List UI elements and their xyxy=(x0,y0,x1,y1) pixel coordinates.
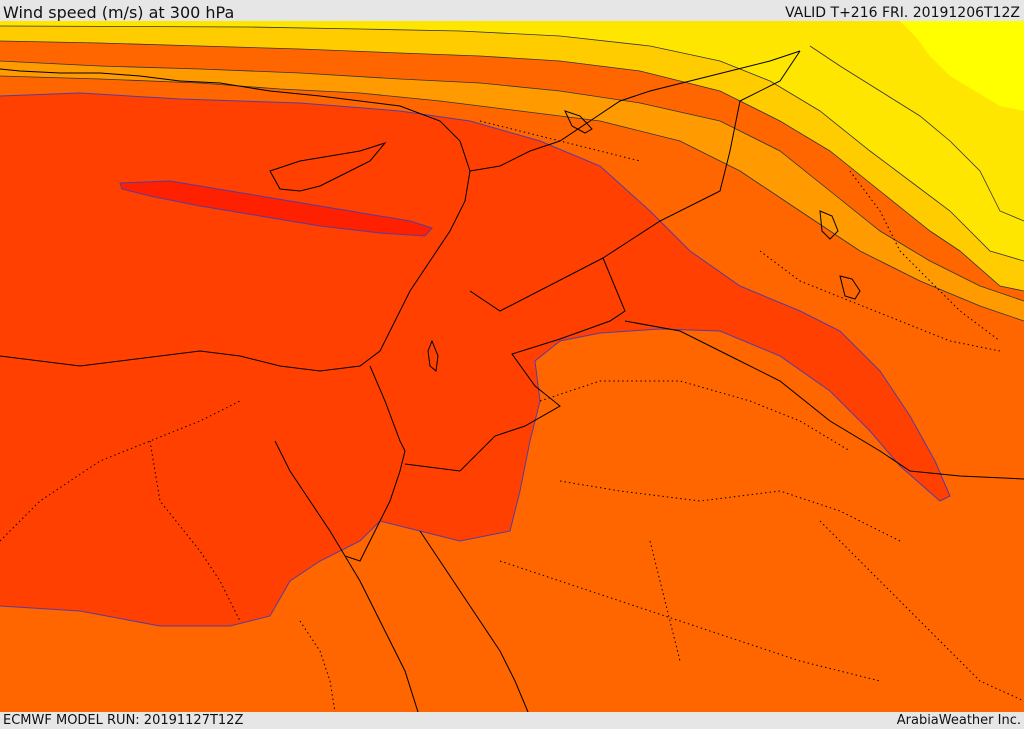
border-line xyxy=(602,50,801,259)
coastline xyxy=(427,339,439,372)
boundary-line xyxy=(499,560,881,682)
boundary-line xyxy=(299,620,336,712)
coastline xyxy=(0,80,471,372)
coastlines xyxy=(0,50,801,712)
wind-band-weak-1 xyxy=(0,21,1024,291)
boundary-line xyxy=(539,380,851,452)
contour-line xyxy=(809,45,1024,222)
jet-edge-contours xyxy=(0,92,951,627)
contour-line xyxy=(0,75,1024,322)
boundary-line xyxy=(149,440,241,622)
contour-line xyxy=(0,25,1024,262)
wind-band-mid-1 xyxy=(0,61,1024,321)
lake-shape xyxy=(839,275,861,300)
coastline xyxy=(269,142,387,192)
wind-speed-map xyxy=(0,21,1024,712)
boundary-line xyxy=(559,480,901,542)
contour-line xyxy=(119,180,433,237)
border-line xyxy=(624,320,1024,480)
coastline xyxy=(0,68,181,82)
map-canvas xyxy=(0,21,1024,712)
credit-label: ArabiaWeather Inc. xyxy=(896,713,1021,728)
coastline xyxy=(469,50,801,172)
political-borders xyxy=(369,50,1024,480)
wind-band-weak-4 xyxy=(900,21,1024,111)
contour-line xyxy=(0,60,1024,302)
model-run-label: ECMWF MODEL RUN: 20191127T12Z xyxy=(3,713,244,728)
admin-boundaries xyxy=(0,120,1024,712)
map-title: Wind speed (m/s) at 300 hPa xyxy=(3,3,235,22)
lake-shape xyxy=(564,110,593,134)
lake-shape xyxy=(819,210,839,240)
boundary-line xyxy=(0,400,241,542)
water-features xyxy=(564,110,861,300)
boundary-line xyxy=(819,520,1024,702)
boundary-line xyxy=(849,170,1001,342)
coastline xyxy=(274,440,406,562)
header-bar: Wind speed (m/s) at 300 hPa VALID T+216 … xyxy=(0,0,1024,22)
valid-time-label: VALID T+216 FRI. 20191206T12Z xyxy=(785,5,1020,21)
boundary-line xyxy=(759,250,1001,352)
wind-contours xyxy=(0,25,1024,322)
contour-line xyxy=(0,92,951,627)
boundary-line xyxy=(479,120,641,162)
wind-band-strong xyxy=(0,93,950,626)
contour-line xyxy=(0,40,1024,292)
footer-bar: ECMWF MODEL RUN: 20191127T12Z ArabiaWeat… xyxy=(0,712,1024,729)
wind-band-jet-max xyxy=(120,181,432,236)
border-line xyxy=(369,365,406,452)
coastline xyxy=(419,530,529,712)
coastline xyxy=(344,555,419,712)
